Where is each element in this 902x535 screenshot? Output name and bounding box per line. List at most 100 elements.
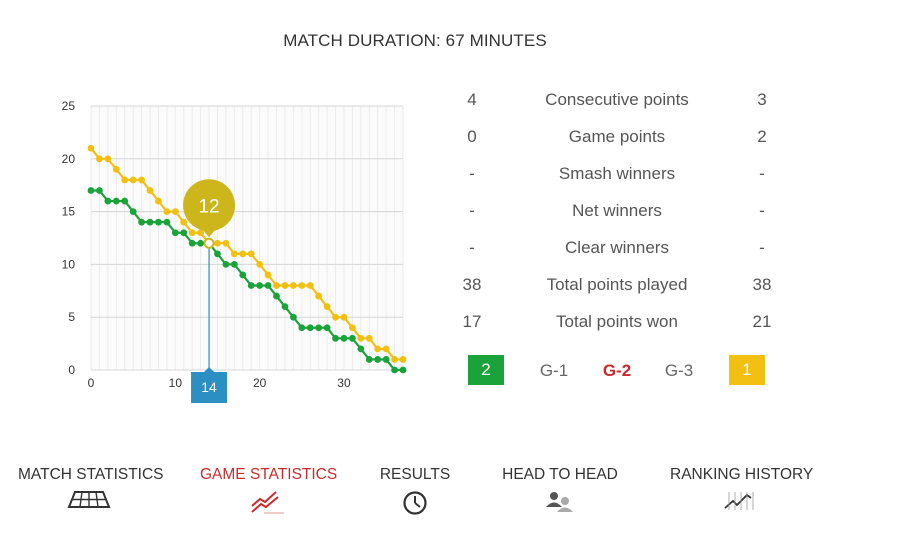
nav-head-to-head[interactable]: HEAD TO HEAD [500, 466, 620, 514]
data-point [121, 176, 129, 184]
data-point [121, 197, 129, 205]
data-point [315, 324, 323, 332]
stat-left-value: 17 [462, 312, 482, 331]
data-point [289, 282, 297, 289]
data-point [247, 250, 255, 258]
data-point [247, 282, 255, 289]
nav-label: RESULTS [379, 466, 451, 483]
stat-label: Smash winners [558, 164, 676, 183]
x-value-badge-tail [203, 367, 216, 373]
data-point [180, 229, 188, 237]
data-point [357, 345, 365, 353]
data-point [256, 282, 264, 289]
stat-row-total-points-played: 38 Total points played 38 [440, 267, 800, 304]
data-point [112, 165, 120, 173]
game-2-tab[interactable]: G-2 [602, 361, 632, 380]
data-point [264, 271, 272, 279]
data-point [214, 250, 221, 258]
nav-game-statistics[interactable]: GAME STATISTICS [200, 466, 338, 514]
x-tick-label: 20 [253, 376, 267, 390]
plot-area [91, 106, 403, 370]
data-point [374, 356, 382, 363]
stat-left-value: - [469, 238, 475, 257]
game-1-tab[interactable]: G-1 [539, 361, 569, 380]
data-point [323, 324, 331, 332]
stat-left-value: 0 [467, 127, 477, 146]
data-point [340, 334, 348, 342]
stat-right-value: 38 [752, 275, 772, 294]
court-icon [67, 491, 111, 508]
value-balloon [183, 179, 236, 232]
data-point [391, 366, 398, 374]
stat-label: Net winners [572, 201, 662, 220]
data-point [306, 324, 314, 332]
nav-label: HEAD TO HEAD [502, 466, 618, 483]
data-point [188, 239, 196, 247]
y-tick-label: 20 [62, 152, 76, 166]
data-point [273, 282, 280, 289]
game-3-tab[interactable]: G-3 [664, 361, 694, 380]
data-point [273, 292, 280, 300]
x-value-badge-label: 14 [201, 379, 217, 395]
data-point [298, 282, 306, 289]
data-point [391, 356, 398, 363]
data-point [171, 229, 179, 237]
stat-row-smash-winners: - Smash winners - [440, 156, 800, 193]
users-icon [546, 492, 573, 512]
data-point [96, 187, 103, 194]
data-point [197, 229, 205, 237]
nav-label: GAME STATISTICS [200, 466, 338, 483]
stat-left-value: - [469, 164, 475, 183]
data-point [256, 261, 264, 268]
y-tick-label: 0 [68, 363, 75, 377]
stat-row-net-winners: - Net winners - [440, 193, 800, 230]
data-point [289, 313, 297, 321]
data-point [129, 208, 137, 216]
data-point [315, 292, 323, 300]
data-point [87, 187, 95, 194]
data-point [298, 324, 306, 332]
stat-right-value: 3 [757, 90, 767, 109]
data-point [222, 261, 230, 268]
y-tick-label: 25 [62, 99, 76, 113]
nav-match-statistics[interactable]: MATCH STATISTICS [18, 466, 164, 510]
x-value-badge [191, 372, 228, 403]
highlight-point [203, 237, 215, 249]
data-point [222, 239, 230, 247]
score-progression-chart: 0 5 10 15 20 25 0 10 20 30 12 14 [62, 99, 407, 403]
data-point [197, 239, 205, 247]
nav-ranking-history[interactable]: RANKING HISTORY [670, 466, 813, 512]
data-point [264, 282, 272, 289]
data-point [104, 197, 112, 205]
data-point [96, 155, 103, 163]
data-point [129, 176, 137, 184]
data-point [332, 334, 339, 342]
bottom-navigation: MATCH STATISTICS GAME STATISTICS RESULTS… [0, 466, 902, 526]
data-point [281, 303, 289, 311]
data-point [171, 208, 179, 216]
data-point [340, 313, 348, 321]
ranking-line-icon [724, 492, 754, 510]
nav-label: MATCH STATISTICS [18, 466, 164, 483]
stat-left-value: 4 [467, 90, 477, 109]
y-tick-label: 5 [68, 310, 75, 324]
stat-row-consecutive-points: 4 Consecutive points 3 [440, 82, 800, 119]
data-point [365, 334, 373, 342]
stat-label: Total points won [556, 312, 678, 331]
stat-left-value: 38 [462, 275, 482, 294]
data-point [146, 218, 154, 226]
data-point [138, 218, 145, 226]
data-point [138, 176, 145, 184]
stat-right-value: - [759, 201, 765, 220]
data-point [163, 218, 171, 226]
games-won-right-badge: 1 [729, 355, 765, 385]
x-tick-label: 10 [169, 376, 183, 390]
nav-results[interactable]: RESULTS [378, 466, 452, 516]
data-point [239, 271, 247, 279]
stat-right-value: 2 [757, 127, 767, 146]
data-point [87, 144, 95, 152]
data-point [112, 197, 120, 205]
stat-row-game-points: 0 Game points 2 [440, 119, 800, 156]
data-point [180, 218, 188, 226]
data-point [357, 334, 365, 342]
